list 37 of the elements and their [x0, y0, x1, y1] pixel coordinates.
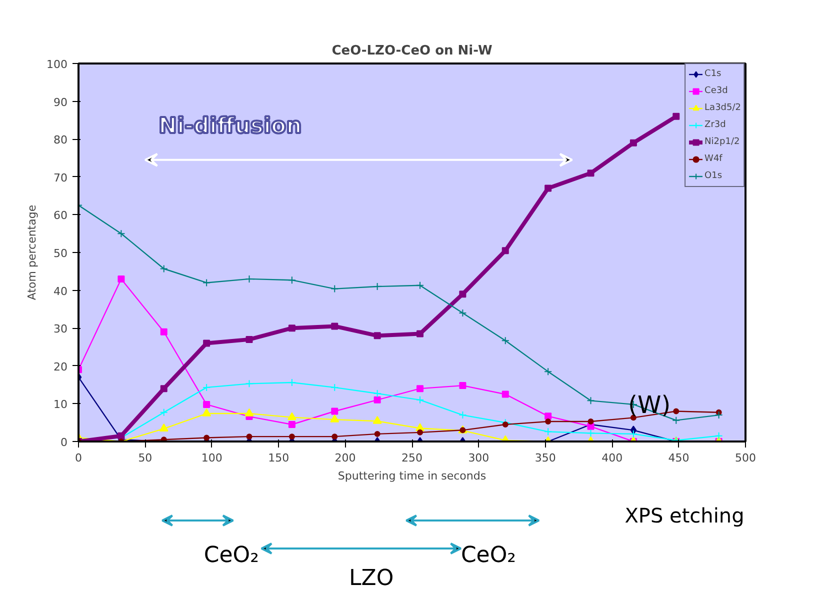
x-tick-label: 0 — [75, 452, 82, 464]
text: XPS etching — [624, 504, 744, 528]
x-tick-label: 400 — [602, 452, 623, 464]
y-tick-label: 90 — [54, 96, 68, 109]
legend-label: Ce3d — [704, 85, 728, 98]
y-tick-label: 80 — [54, 134, 68, 147]
legend-label: W4f — [704, 153, 724, 166]
y-tick-label: 100 — [46, 58, 68, 71]
y-tick-label: 0 — [60, 436, 68, 449]
legend-label: C1s — [704, 68, 722, 81]
y-tick-label: 70 — [54, 171, 68, 184]
x-tick-label: 350 — [534, 452, 556, 464]
x-tick-label: 250 — [402, 452, 422, 464]
chart-title: CeO-LZO-CeO on Ni-W — [332, 44, 492, 58]
annotation: Ni-diffusion — [158, 114, 302, 140]
x-tick-label: 150 — [268, 452, 290, 464]
y-tick-label: 30 — [54, 322, 68, 336]
y-axis-title: Atom percentage — [26, 204, 39, 300]
legend-label: Zr3d — [704, 119, 726, 132]
x-tick-label: 50 — [138, 452, 152, 464]
legend-label: La3d5/2 — [704, 102, 741, 115]
y-tick-label: 60 — [54, 209, 68, 222]
y-tick-label: 10 — [54, 398, 68, 412]
y-tick-label: 40 — [54, 284, 68, 298]
x-axis-title: Sputtering time in seconds — [338, 470, 486, 482]
x-tick-label: 100 — [201, 452, 222, 464]
legend-label: O1s — [704, 170, 724, 183]
text: CeO₂ — [460, 543, 516, 568]
x-tick-label: 200 — [334, 452, 356, 464]
text: LZO — [349, 566, 394, 591]
y-tick-label: 50 — [54, 247, 68, 260]
x-tick-label: 500 — [735, 452, 756, 464]
x-tick-label: 300 — [468, 452, 490, 464]
x-tick-label: 450 — [668, 452, 690, 464]
y-tick-label: 20 — [54, 360, 68, 374]
legend-label: Ni2p1/2 — [704, 136, 740, 149]
text: CeO₂ — [204, 543, 259, 568]
